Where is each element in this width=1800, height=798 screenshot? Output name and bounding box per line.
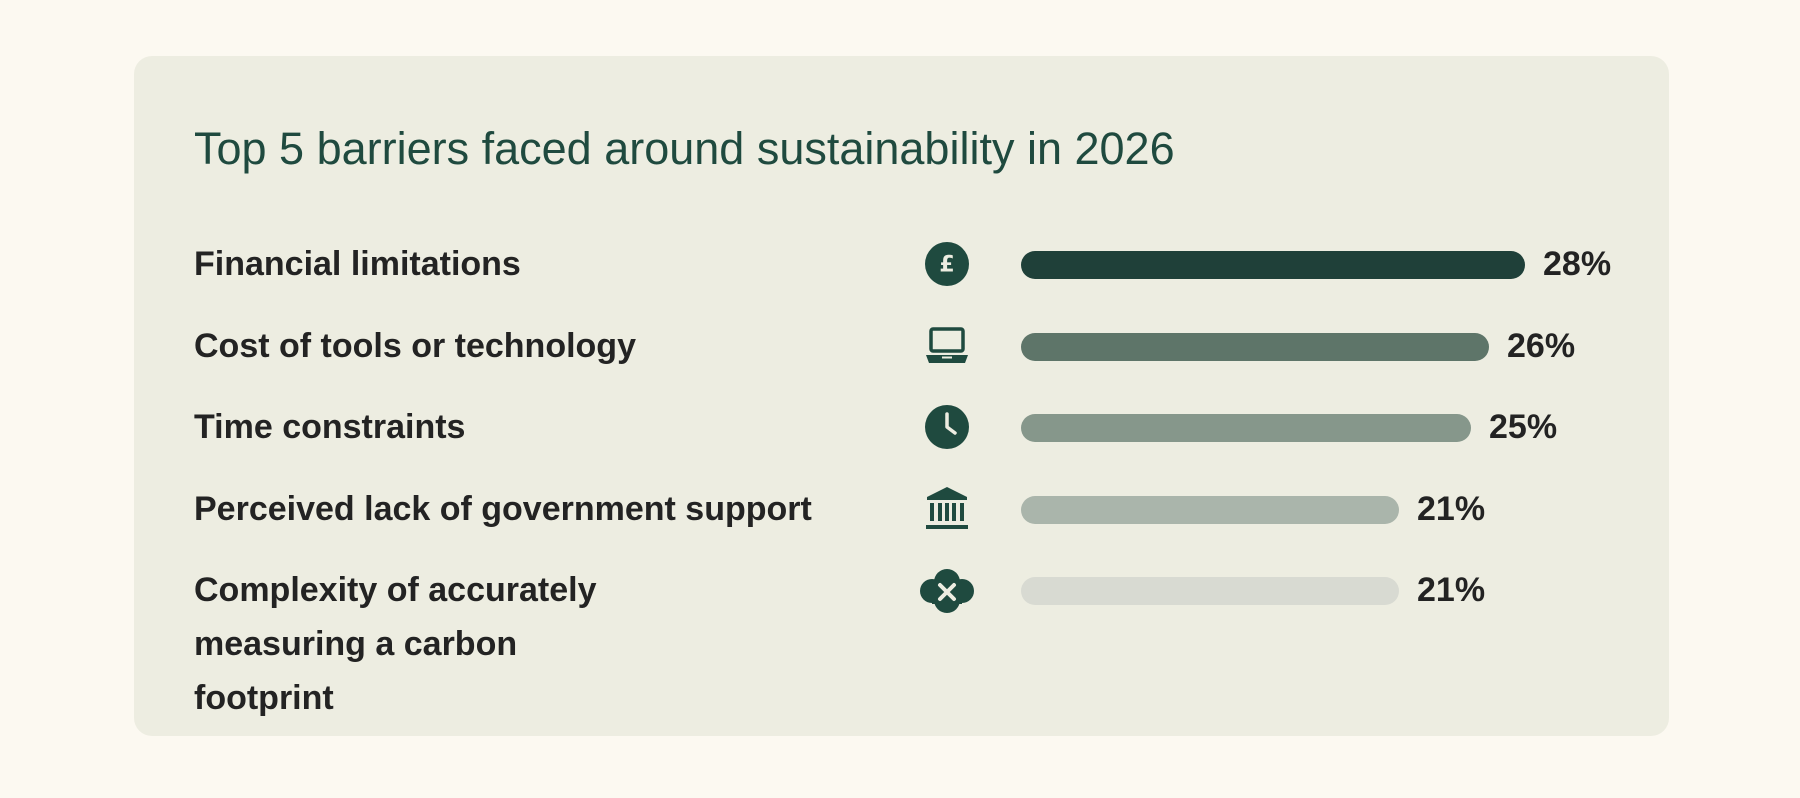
chart-card: Top 5 barriers faced around sustainabili… — [134, 56, 1669, 736]
bar — [1021, 414, 1471, 442]
bar-row: Perceived lack of government support 21% — [134, 482, 1669, 564]
bar-track — [1021, 577, 1525, 605]
bar-value-label: 25% — [1489, 408, 1558, 446]
chart-title: Top 5 barriers faced around sustainabili… — [194, 123, 1175, 174]
bar-label: Complexity of accurately measuring a car… — [194, 571, 597, 717]
bar — [1021, 577, 1399, 605]
bar-track — [1021, 251, 1525, 279]
bar-value-label: 26% — [1507, 327, 1576, 365]
bar-track — [1021, 414, 1525, 442]
bar-value-label: 21% — [1417, 490, 1486, 528]
bar-label: Cost of tools or technology — [194, 327, 636, 365]
bar-row: Financial limitations £28% — [134, 237, 1669, 319]
bar-row: Cost of tools or technology 26% — [134, 319, 1669, 401]
bar-value-label: 28% — [1543, 245, 1612, 283]
bar-track — [1021, 496, 1525, 524]
bar — [1021, 333, 1489, 361]
svg-text:£: £ — [939, 253, 954, 278]
bar-track — [1021, 333, 1525, 361]
bar-label: Perceived lack of government support — [194, 490, 812, 528]
clock-icon — [923, 403, 971, 451]
cloud-cross-icon — [917, 566, 977, 614]
pound-coin-icon: £ — [923, 240, 971, 288]
bar-label: Financial limitations — [194, 245, 521, 283]
government-building-icon — [923, 485, 971, 533]
bar-value-label: 21% — [1417, 571, 1486, 609]
bar-row: Complexity of accurately measuring a car… — [134, 563, 1669, 717]
laptop-icon — [923, 322, 971, 370]
bar — [1021, 251, 1525, 279]
bar — [1021, 496, 1399, 524]
bar-rows: Financial limitations £28% Cost of tools o… — [134, 56, 1669, 736]
bar-row: Time constraints 25% — [134, 400, 1669, 482]
bar-label: Time constraints — [194, 408, 466, 446]
